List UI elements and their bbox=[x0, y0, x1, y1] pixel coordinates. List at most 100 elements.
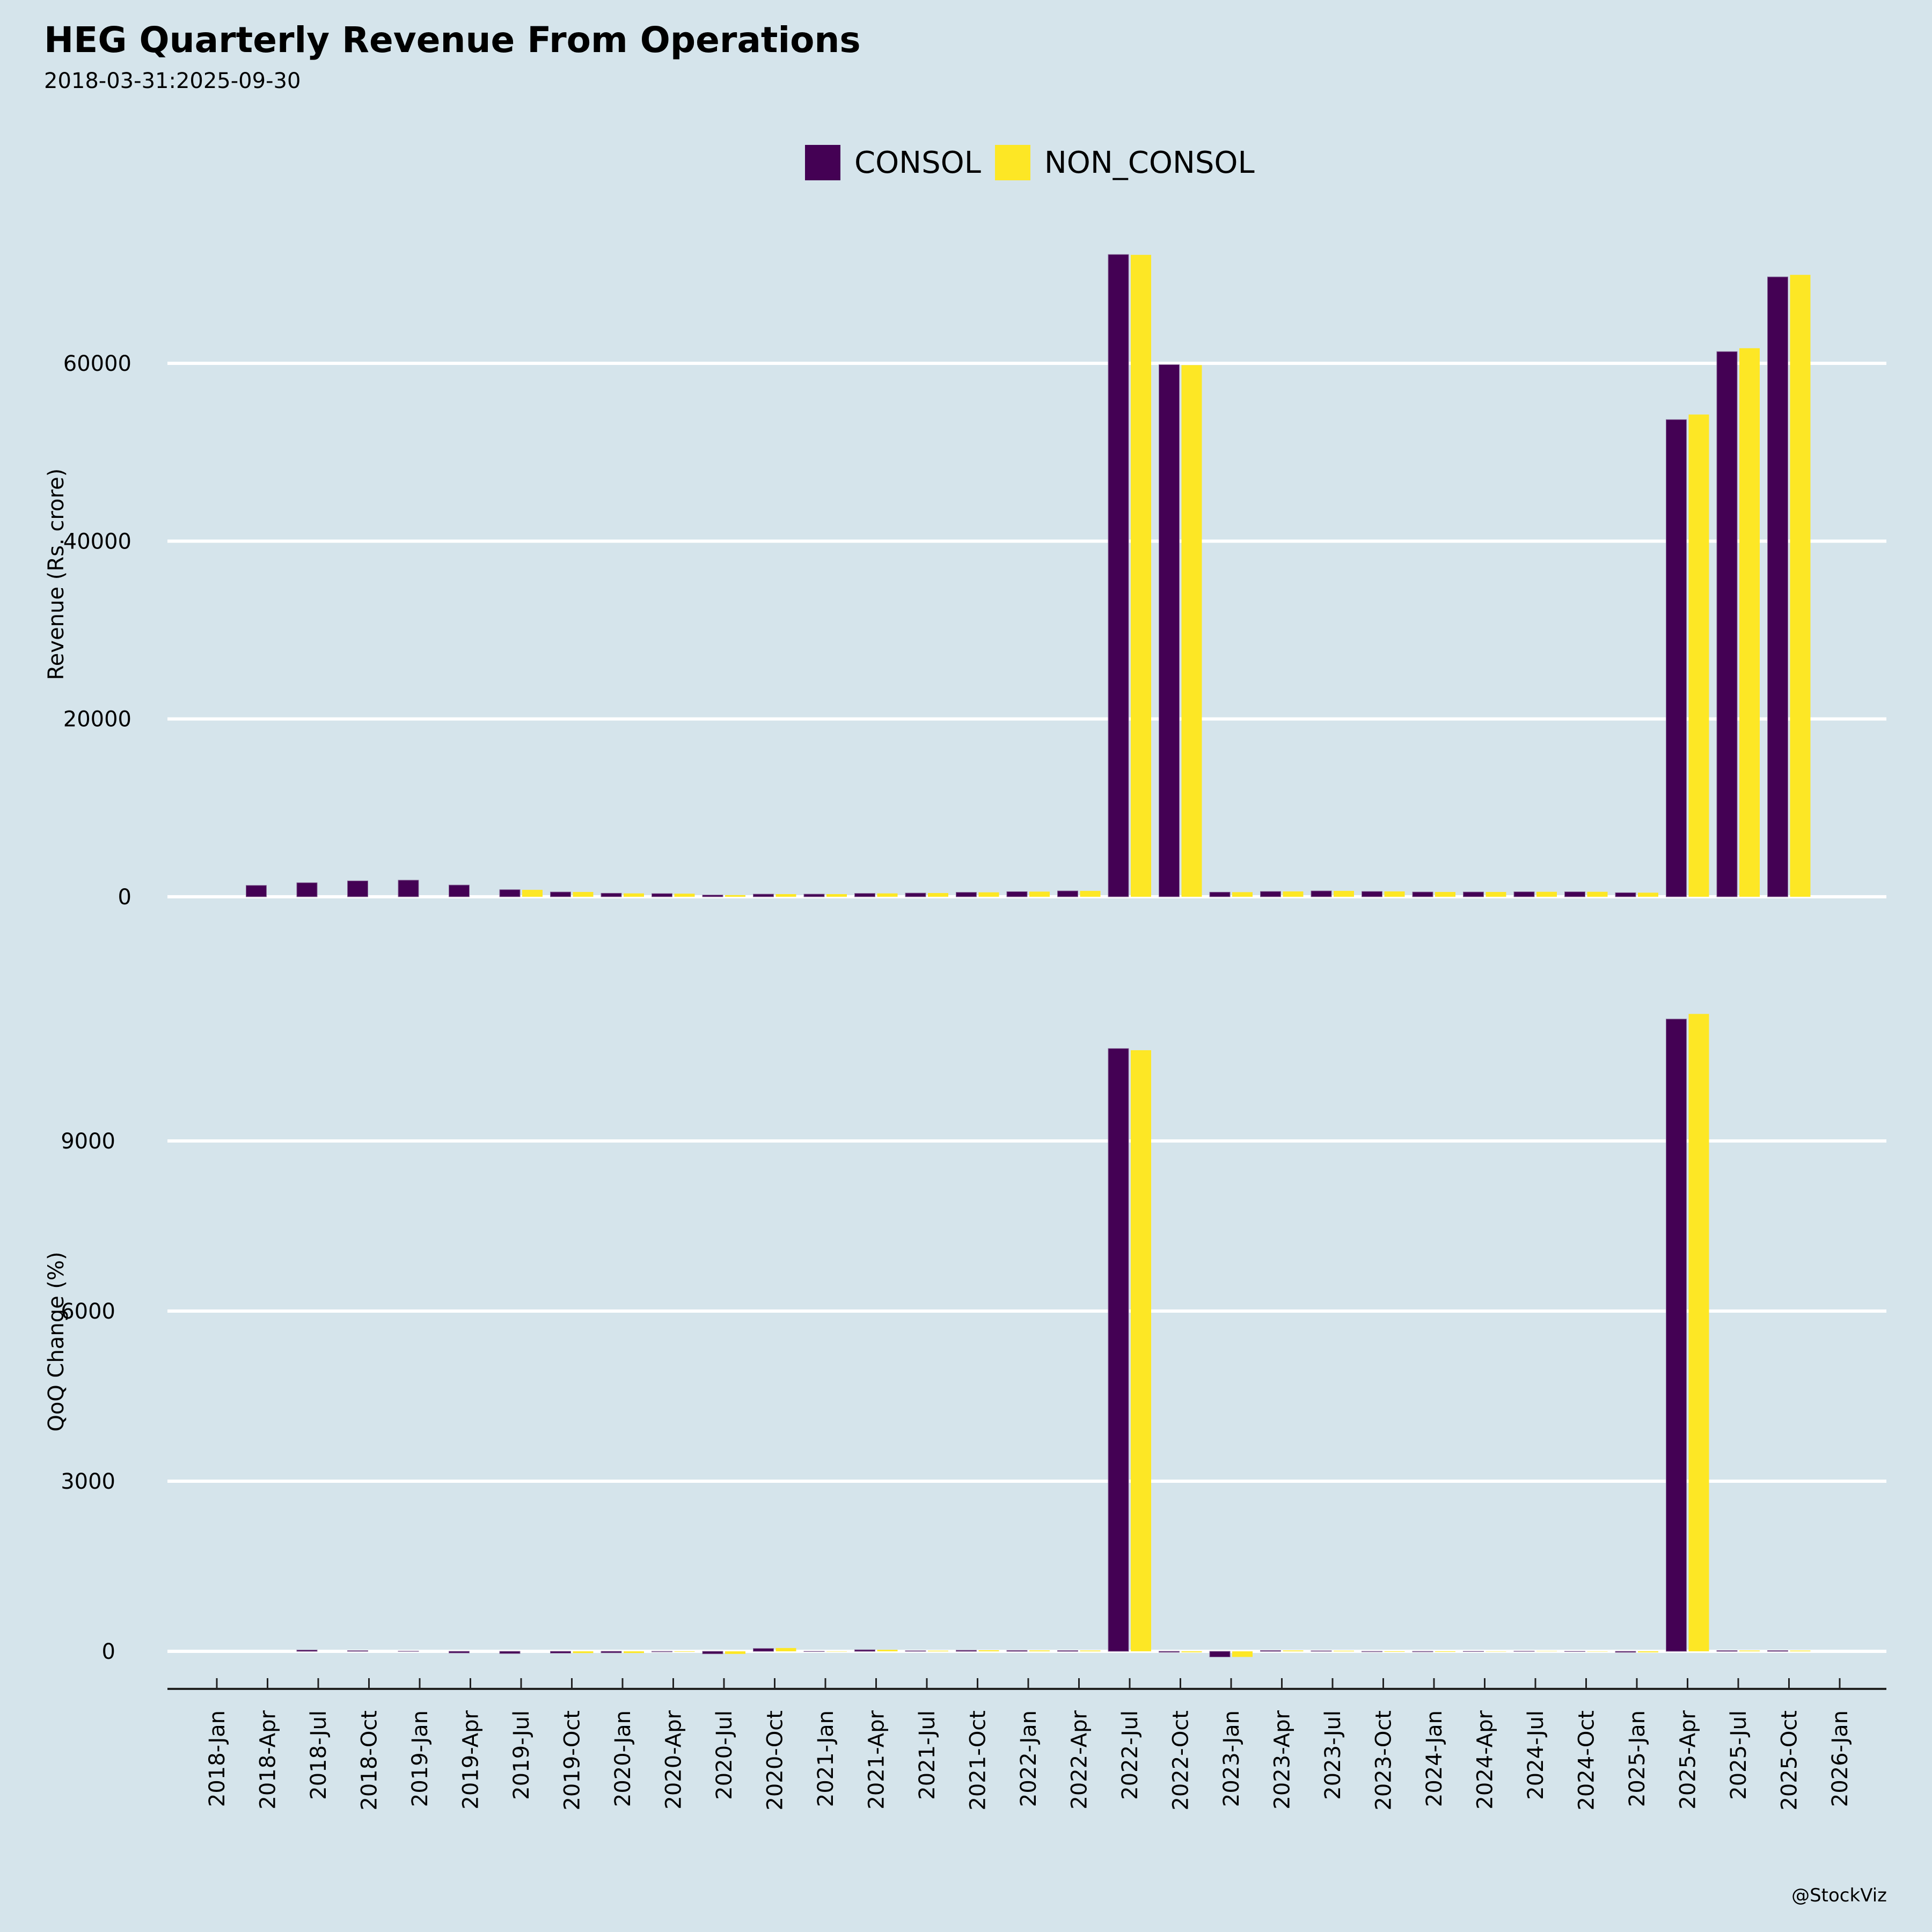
qoq-bar-non-consol bbox=[826, 1651, 847, 1652]
revenue-bar-consol bbox=[398, 880, 419, 897]
x-tick-label: 2025-Oct bbox=[1777, 1710, 1802, 1811]
revenue-bar-consol bbox=[1108, 254, 1129, 897]
revenue-bar-non-consol bbox=[1536, 891, 1557, 897]
y-tick-label: 20000 bbox=[63, 707, 131, 732]
legend-label-consol: CONSOL bbox=[854, 145, 981, 180]
revenue-bar-consol bbox=[296, 882, 318, 897]
x-tick-label: 2021-Oct bbox=[966, 1710, 991, 1811]
qoq-bar-non-consol bbox=[674, 1651, 695, 1652]
qoq-bar-consol bbox=[1412, 1651, 1433, 1652]
revenue-bar-consol bbox=[449, 884, 470, 897]
revenue-bar-non-consol bbox=[1283, 891, 1304, 897]
qoq-bar-consol bbox=[1615, 1651, 1636, 1653]
revenue-bar-non-consol bbox=[522, 890, 543, 897]
revenue-bar-consol bbox=[956, 892, 977, 897]
x-tick-label: 2023-Jul bbox=[1321, 1710, 1345, 1800]
qoq-bar-consol bbox=[1463, 1651, 1484, 1652]
y-tick-label: 3000 bbox=[61, 1469, 115, 1494]
x-tick-label: 2019-Oct bbox=[560, 1710, 585, 1811]
legend: CONSOL NON_CONSOL bbox=[805, 145, 1269, 180]
credit-text: @StockViz bbox=[1791, 1885, 1887, 1906]
revenue-bar-consol bbox=[1716, 351, 1738, 897]
x-tick-label: 2024-Jan bbox=[1422, 1710, 1447, 1807]
revenue-bar-non-consol bbox=[1181, 365, 1202, 897]
qoq-bar-consol bbox=[1666, 1019, 1687, 1652]
qoq-bar-consol bbox=[601, 1651, 622, 1653]
qoq-bar-non-consol bbox=[1638, 1651, 1658, 1652]
qoq-bar-non-consol bbox=[573, 1651, 594, 1653]
qoq-axis-title: QoQ Change (%) bbox=[44, 1252, 69, 1431]
x-tick-label: 2023-Apr bbox=[1270, 1710, 1295, 1809]
revenue-axis-title: Revenue (Rs. crore) bbox=[44, 469, 69, 680]
x-tick-label: 2025-Apr bbox=[1676, 1710, 1701, 1809]
x-tick-label: 2025-Jan bbox=[1625, 1710, 1650, 1807]
y-tick-label: 0 bbox=[118, 885, 131, 910]
legend-item-consol: CONSOL bbox=[805, 145, 981, 180]
revenue-bar-consol bbox=[1666, 419, 1687, 897]
revenue-panel: 0 20000 40000 60000 bbox=[63, 254, 1886, 910]
revenue-bar-consol bbox=[1513, 891, 1535, 897]
x-tick-label: 2018-Apr bbox=[256, 1710, 281, 1809]
qoq-bar-consol bbox=[449, 1651, 470, 1653]
x-tick-label: 2020-Jul bbox=[712, 1710, 737, 1800]
revenue-bar-consol bbox=[347, 880, 368, 897]
x-tick-label: 2021-Apr bbox=[865, 1710, 889, 1809]
x-tick-label: 2025-Jul bbox=[1726, 1710, 1751, 1800]
qoq-panel: 0 3000 6000 9000 bbox=[61, 1014, 1886, 1664]
revenue-bar-non-consol bbox=[1739, 348, 1760, 897]
x-tick-label: 2020-Jan bbox=[611, 1710, 635, 1807]
chart-subtitle: 2018-03-31:2025-09-30 bbox=[44, 69, 301, 93]
legend-swatch-consol bbox=[805, 145, 840, 180]
y-tick-label: 0 bbox=[102, 1640, 115, 1664]
qoq-bar-consol bbox=[652, 1651, 672, 1652]
revenue-bar-non-consol bbox=[1334, 891, 1354, 897]
x-tick-label: 2020-Apr bbox=[662, 1710, 686, 1809]
revenue-bar-non-consol bbox=[1587, 891, 1608, 897]
x-tick-label: 2024-Jul bbox=[1524, 1710, 1548, 1800]
legend-swatch-non-consol bbox=[994, 145, 1030, 180]
revenue-bar-consol bbox=[905, 892, 926, 897]
x-tick-label: 2022-Jan bbox=[1016, 1710, 1041, 1807]
y-tick-label: 9000 bbox=[61, 1129, 115, 1154]
x-tick-label: 2019-Jul bbox=[509, 1710, 534, 1800]
legend-item-non-consol: NON_CONSOL bbox=[994, 145, 1255, 180]
qoq-bar-non-consol bbox=[1029, 1650, 1050, 1651]
qoq-bar-non-consol bbox=[1181, 1651, 1202, 1652]
revenue-bar-non-consol bbox=[877, 893, 898, 897]
revenue-bar-consol bbox=[1260, 891, 1281, 897]
x-tick-label: 2022-Jul bbox=[1118, 1710, 1143, 1800]
revenue-bar-non-consol bbox=[1384, 891, 1405, 897]
revenue-bar-non-consol bbox=[1131, 254, 1151, 897]
qoq-bar-consol bbox=[803, 1651, 825, 1652]
chart-title: HEG Quarterly Revenue From Operations bbox=[44, 19, 861, 61]
qoq-bar-non-consol bbox=[1536, 1651, 1557, 1652]
qoq-bar-non-consol bbox=[1131, 1050, 1151, 1651]
revenue-bar-non-consol bbox=[674, 894, 695, 897]
x-tick-label: 2023-Jan bbox=[1219, 1710, 1244, 1807]
y-tick-label: 6000 bbox=[61, 1299, 115, 1324]
revenue-bar-consol bbox=[1463, 891, 1484, 897]
qoq-bar-non-consol bbox=[877, 1650, 898, 1651]
qoq-bar-non-consol bbox=[1587, 1651, 1608, 1652]
x-tick-label: 2024-Apr bbox=[1473, 1710, 1498, 1809]
revenue-bar-non-consol bbox=[1232, 892, 1253, 897]
qoq-bar-non-consol bbox=[725, 1651, 745, 1654]
x-tick-label: 2023-Oct bbox=[1372, 1710, 1396, 1811]
qoq-bar-non-consol bbox=[1688, 1014, 1709, 1651]
qoq-bar-consol bbox=[499, 1651, 521, 1654]
legend-label-non-consol: NON_CONSOL bbox=[1044, 145, 1255, 180]
revenue-bar-non-consol bbox=[978, 892, 999, 897]
qoq-bar-consol bbox=[1513, 1651, 1535, 1652]
revenue-bar-non-consol bbox=[1790, 275, 1811, 897]
revenue-bar-consol bbox=[652, 893, 672, 897]
revenue-bar-consol bbox=[702, 895, 723, 897]
revenue-bar-consol bbox=[803, 894, 825, 897]
revenue-bar-non-consol bbox=[624, 893, 644, 897]
revenue-bar-non-consol bbox=[1435, 892, 1455, 897]
qoq-bar-consol bbox=[1209, 1651, 1231, 1657]
revenue-bar-consol bbox=[1412, 891, 1433, 897]
qoq-bar-non-consol bbox=[1283, 1650, 1304, 1651]
revenue-bar-non-consol bbox=[1080, 891, 1101, 897]
revenue-bar-non-consol bbox=[928, 893, 948, 897]
